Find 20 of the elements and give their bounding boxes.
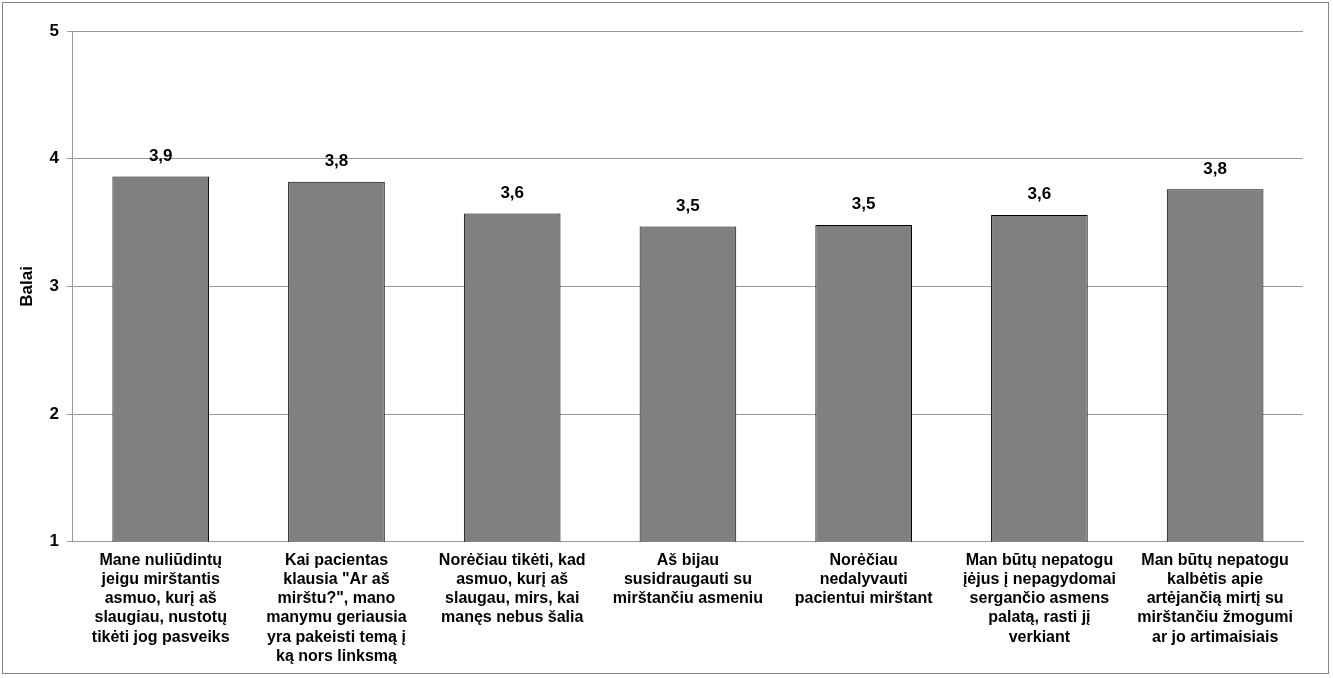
x-tick-label: Man būtų nepatogu kalbėtis apie artėjančią mirtį su mirštančiu žmogumi ar jo artimaisiais [1137,550,1293,645]
x-tick-label: Kai pacientas klausia "Ar aš mirštu?", mano manymu geriausia yra pakeisti temą į ką nors linksmą [266,550,407,664]
y-tick-label: 5 [49,20,59,40]
y-tick-label: 3 [49,276,59,296]
x-tick-label: Mane nuliūdintų jeigu mirštantis asmuo, kurį aš slaugiau, nustotų tikėti jog pasveiks [91,550,230,645]
data-label: 3,6 [500,182,525,202]
data-label: 3,5 [676,195,700,215]
data-label: 3,6 [1027,184,1052,204]
data-label: 3,5 [851,194,876,214]
x-tick-label: Man būtų nepatogu įėjus į nepagydomai sergančio asmens palatą, rasti jį verkiant [962,550,1116,645]
y-tick-label: 4 [49,148,60,168]
data-label: 3,8 [1203,158,1227,178]
x-tick-label: Norėčiau nedalyvauti pacientui mirštant [794,550,934,607]
data-label: 3,9 [148,145,173,165]
data-label: 3,8 [324,150,349,170]
x-tick-label: Norėčiau tikėti, kad asmuo, kurį aš slaugau, mirs, kai manęs nebus šalia [438,550,586,626]
y-tick-label: 2 [49,403,59,423]
y-tick-label: 1 [49,531,59,551]
x-tick-label: Aš bijau susidraugauti su mirštančiu asmeniu [612,550,764,607]
y-axis-title: Balai [16,266,36,307]
